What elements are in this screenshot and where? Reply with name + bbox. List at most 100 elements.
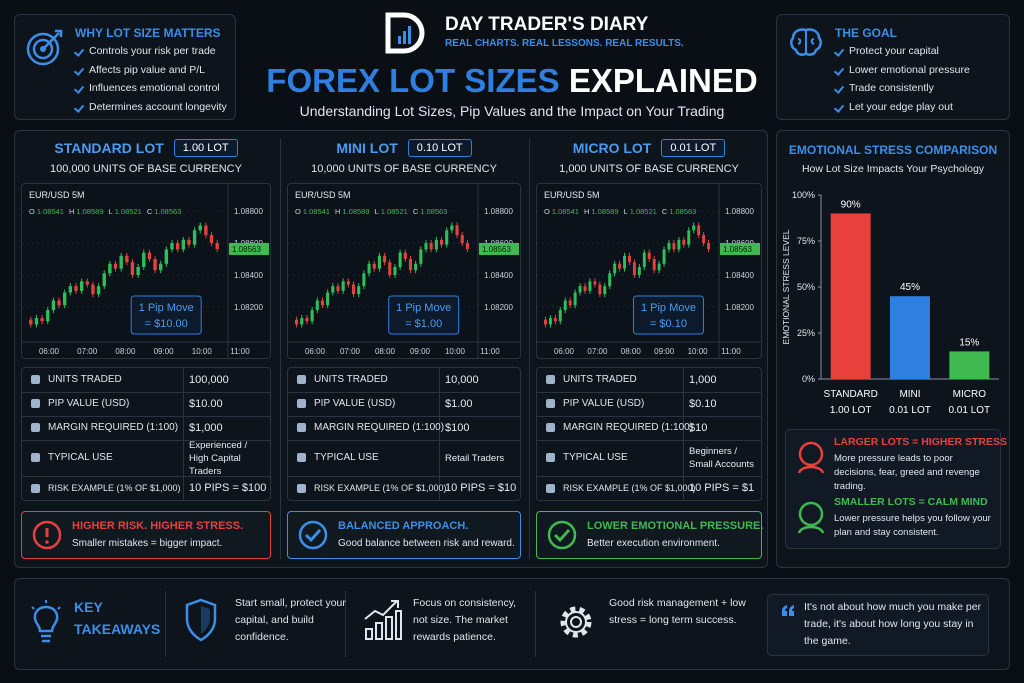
pip-move: 1 Pip Move: [139, 302, 194, 314]
time-label: 10:00: [192, 347, 213, 356]
ohlc-value: 1.08563: [669, 207, 696, 216]
candle-body: [351, 284, 356, 295]
candle-body: [326, 292, 330, 306]
why-panel: WHY LOT SIZE MATTERS Controls your risk …: [14, 14, 236, 120]
ohlc: O 1.08541 H 1.08589 L 1.08521 C 1.08563: [544, 207, 696, 216]
ohlc: O 1.08541 H 1.08589 L 1.08521 C 1.08563: [29, 207, 181, 216]
pip-move-value: = $10.00: [145, 318, 188, 330]
stat-value: $10: [689, 421, 708, 434]
last-price-label: 1.08563: [482, 245, 511, 254]
stat-label: MARGIN REQUIRED (1:100): [48, 422, 179, 433]
value-label: 90%: [841, 199, 861, 210]
list-item: Protect your capital: [835, 45, 939, 57]
lot-header: MINI LOT 0.10 LOT: [287, 139, 521, 157]
candle-body: [96, 286, 101, 295]
lot-name: MICRO LOT: [572, 140, 652, 156]
callout-icon: [547, 520, 577, 550]
stat-value: 100,000: [189, 373, 229, 386]
brand: DAY TRADER'S DIARY: [445, 14, 649, 35]
list-item: Trade consistently: [835, 82, 934, 94]
icon-check: [304, 528, 322, 543]
row-icon: [31, 423, 40, 432]
candle-body: [687, 230, 691, 245]
subtitle: Understanding Lot Sizes, Pip Values and …: [299, 103, 725, 119]
stat-label: RISK EXAMPLE (1% OF $1,000): [48, 483, 181, 493]
ohlc-key: O: [29, 207, 35, 216]
y-axis-title: EMOTIONAL STRESS LEVEL: [781, 229, 791, 344]
row-icon: [31, 399, 40, 408]
candle-body: [79, 281, 84, 291]
candle-body: [608, 273, 612, 287]
stat-label: PIP VALUE (USD): [563, 398, 645, 409]
candle-body: [346, 281, 350, 285]
separator: [345, 591, 346, 657]
candle-body: [85, 281, 89, 285]
pip-move-box: [388, 295, 460, 335]
stress-panel: EMOTIONAL STRESS COMPARISON How Lot Size …: [776, 130, 1010, 568]
row-icon: [546, 375, 555, 384]
time-label: 08:00: [115, 347, 136, 356]
candle-body: [51, 300, 56, 311]
price-tick-label: 1.08800: [725, 207, 754, 216]
candle-body: [136, 266, 140, 275]
candle-body: [548, 318, 552, 325]
candle-body: [383, 255, 387, 263]
candle-body: [142, 252, 146, 267]
time-label: 09:00: [654, 347, 675, 356]
candle-body: [388, 262, 392, 275]
candle-body: [125, 255, 129, 263]
list-item: Let your edge play out: [835, 101, 953, 113]
pip-move-value: = $1.00: [405, 318, 442, 330]
ohlc-value: 1.08563: [154, 207, 181, 216]
stat-value: 10 PIPS = $100: [189, 482, 267, 494]
candle-body: [68, 286, 73, 293]
brain-icon: [790, 28, 822, 56]
takeaways-title: TAKEAWAYS: [74, 621, 161, 637]
ohlc-value: 1.08563: [420, 207, 447, 216]
candle-body: [593, 281, 597, 285]
separator: [535, 591, 536, 657]
candle-body: [170, 243, 174, 250]
lot-name: MINI LOT: [336, 140, 398, 156]
candle-body: [398, 252, 402, 267]
candle-body: [341, 281, 345, 291]
time-label: 11:00: [721, 347, 741, 356]
candle-body: [377, 255, 381, 269]
stats-divider: [439, 368, 440, 500]
stat-value: 1,000: [689, 373, 717, 386]
symbol: EUR/USD 5M: [544, 190, 600, 200]
icon-ring: [547, 520, 577, 550]
stat-label: TYPICAL USE: [314, 452, 379, 463]
y-tick-label: 0%: [802, 374, 815, 384]
candle-body: [419, 249, 423, 264]
column-separator: [529, 139, 530, 559]
callout-text: Smaller mistakes = bigger impact.: [72, 538, 223, 549]
candle-body: [692, 225, 696, 231]
stat-value: $10.00: [189, 397, 223, 410]
stats-table: UNITS TRADED 100,000 PIP VALUE (USD) $10.00…: [21, 367, 271, 501]
takeaways-panel: KEY TAKEAWAYS It's not about how much yo: [14, 578, 1010, 670]
stat-value: 10 PIPS = $1: [689, 482, 755, 494]
time-label: 10:00: [688, 347, 709, 356]
candle-body: [578, 286, 582, 293]
stat-value: $1.00: [445, 397, 473, 410]
ohlc-key: O: [295, 207, 301, 216]
callout-title: HIGHER RISK. HIGHER STRESS.: [72, 520, 244, 532]
takeaway-text: Start small, protect your capital, and b…: [235, 597, 346, 643]
candle-body: [460, 235, 464, 244]
note-title: SMALLER LOTS = CALM MIND: [834, 496, 988, 508]
candle-body: [108, 263, 112, 274]
ohlc-value: 1.08521: [381, 207, 408, 216]
title-rest: EXPLAINED: [568, 62, 758, 99]
bar: [890, 296, 930, 379]
logo-mark: [385, 12, 425, 54]
stat-label: MARGIN REQUIRED (1:100): [314, 422, 445, 433]
icon-check: [553, 528, 571, 543]
time-label: 09:00: [410, 347, 431, 356]
time-label: 09:00: [154, 347, 175, 356]
note-title: LARGER LOTS = HIGHER STRESS: [834, 436, 1007, 448]
candle-body: [198, 225, 202, 231]
note-text: Lower pressure helps you follow your pla…: [834, 513, 991, 538]
ohlc-value: 1.08521: [630, 207, 657, 216]
